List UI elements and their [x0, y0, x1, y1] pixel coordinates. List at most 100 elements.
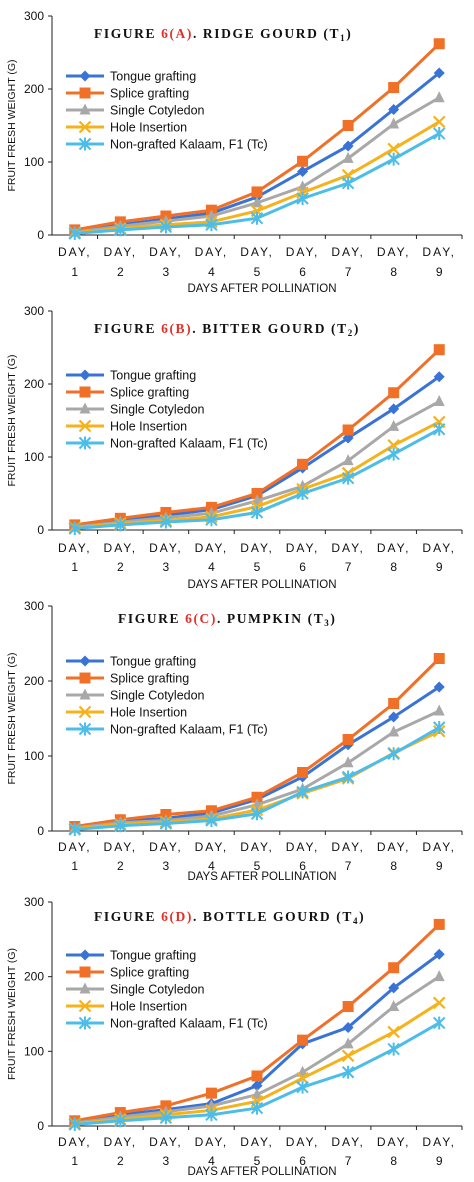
- y-axis-label: FRUIT FRESH WEIGHT (G): [6, 652, 18, 784]
- data-point: [387, 447, 400, 461]
- data-point: [342, 734, 354, 745]
- data-point: [341, 471, 355, 485]
- data-point: [68, 1118, 81, 1132]
- legend-entry-label: Splice grafting: [110, 386, 189, 400]
- x-tick-label-number: 1: [71, 1154, 78, 1168]
- legend-entry-label: Hole Insertion: [110, 706, 187, 720]
- data-point: [251, 1088, 263, 1100]
- legend-entry-label: Splice grafting: [110, 87, 189, 101]
- y-tick-label: 300: [24, 895, 44, 909]
- data-point: [68, 522, 81, 536]
- x-tick-label-number: 3: [163, 1154, 170, 1168]
- x-tick-label-number: 8: [390, 560, 397, 574]
- x-tick-label-day: DAY,: [422, 1135, 456, 1149]
- data-point: [159, 1111, 173, 1125]
- data-point: [159, 515, 173, 529]
- data-point: [296, 487, 309, 500]
- y-tick-label: 0: [37, 824, 44, 838]
- x-tick-label-day: DAY,: [104, 541, 138, 555]
- x-tick-label-number: 5: [254, 560, 261, 574]
- data-point: [387, 142, 400, 156]
- legend-swatch-marker: [78, 722, 92, 736]
- x-tick-label-number: 3: [163, 265, 170, 279]
- data-point: [433, 127, 446, 141]
- data-point: [250, 505, 264, 519]
- data-point: [250, 807, 264, 821]
- y-axis-label: FRUIT FRESH WEIGHT (G): [6, 59, 18, 191]
- data-point: [297, 458, 309, 470]
- x-tick-label-number: 9: [436, 1154, 443, 1168]
- x-tick-label-number: 7: [345, 1154, 352, 1168]
- data-point: [114, 223, 127, 237]
- y-tick-label: 200: [24, 674, 44, 688]
- chart-title: FIGURE 6(C). PUMPKIN (T3): [118, 611, 337, 628]
- x-tick-label-day: DAY,: [240, 541, 274, 555]
- data-point: [433, 422, 446, 436]
- x-axis-label: DAYS AFTER POLLINATION: [187, 283, 336, 295]
- x-tick-label-number: 3: [163, 859, 170, 873]
- chart-panel-3: 0 100 200 300 FRUIT FRESH WEIGHT (G) DAY, 1 DAY…: [6, 599, 463, 883]
- chart-title-prefix: FIGURE: [118, 611, 185, 626]
- legend-swatch-marker: [79, 103, 91, 115]
- data-point: [433, 970, 445, 982]
- legend-entry-label: Hole Insertion: [110, 121, 187, 135]
- chart-title-subscript: 3: [324, 618, 330, 628]
- chart-title-end: ): [354, 321, 360, 336]
- data-point: [388, 82, 400, 94]
- x-tick-label-number: 2: [117, 859, 124, 873]
- x-tick-label-number: 9: [436, 859, 443, 873]
- data-point: [114, 518, 127, 532]
- x-tick-label-number: 7: [345, 265, 352, 279]
- legend-entry-label: Non-grafted Kalaam, F1 (Tc): [110, 437, 268, 451]
- x-tick-label-number: 7: [345, 560, 352, 574]
- chart-title-prefix: FIGURE: [94, 26, 161, 41]
- legend-entry-label: Splice grafting: [110, 966, 189, 980]
- data-point: [432, 115, 446, 129]
- y-tick-label: 200: [24, 377, 44, 391]
- x-tick-label-day: DAY,: [377, 1135, 411, 1149]
- y-tick-label: 0: [37, 228, 44, 242]
- x-tick-label-day: DAY,: [240, 1135, 274, 1149]
- legend-swatch-marker: [79, 688, 91, 700]
- data-point: [342, 120, 354, 131]
- chart-title-figure-number: 6(B): [161, 321, 192, 336]
- data-point: [341, 176, 355, 190]
- data-point: [388, 1000, 400, 1012]
- data-point: [342, 424, 354, 436]
- chart-panel-4: 0 100 200 300 FRUIT FRESH WEIGHT (G) DAY, 1 DAY…: [6, 895, 463, 1178]
- data-point: [387, 1042, 400, 1056]
- x-axis-label: DAYS AFTER POLLINATION: [187, 579, 336, 591]
- data-point: [433, 721, 446, 734]
- x-tick-label-day: DAY,: [331, 541, 365, 555]
- x-tick-label-day: DAY,: [331, 245, 365, 259]
- x-tick-label-day: DAY,: [331, 1135, 365, 1149]
- legend-swatch-marker: [79, 70, 91, 82]
- x-tick-label-number: 4: [208, 560, 215, 574]
- legend-swatch-marker: [78, 436, 92, 450]
- data-point: [251, 1080, 263, 1092]
- chart-title: FIGURE 6(B). BITTER GOURD (T2): [94, 321, 360, 338]
- data-point: [159, 817, 173, 830]
- legend-entry-label: Hole Insertion: [110, 420, 187, 434]
- x-axis-label: DAYS AFTER POLLINATION: [187, 1166, 336, 1178]
- chart-title-figure-number: 6(A): [161, 26, 193, 41]
- data-point: [342, 140, 354, 152]
- data-point: [251, 196, 263, 208]
- data-point: [341, 1065, 355, 1079]
- x-tick-label-number: 7: [345, 859, 352, 873]
- data-point: [251, 1070, 263, 1082]
- legend: Tongue grafting Splice grafting Single Cot…: [66, 70, 268, 152]
- data-point: [433, 344, 445, 356]
- legend-swatch-marker: [79, 966, 91, 978]
- chart-title-name: . BITTER GOURD (T: [192, 321, 347, 336]
- y-tick-label: 300: [24, 304, 44, 318]
- legend-entry-label: Tongue grafting: [110, 369, 196, 383]
- chart-title-prefix: FIGURE: [94, 321, 161, 336]
- x-tick-label-number: 6: [299, 859, 306, 873]
- legend-entry-label: Non-grafted Kalaam, F1 (Tc): [110, 723, 268, 737]
- x-tick-label-number: 6: [299, 1154, 306, 1168]
- chart-title-end: ): [346, 26, 352, 41]
- x-tick-label-day: DAY,: [195, 1135, 229, 1149]
- chart-title-name: . PUMPKIN (T: [217, 611, 324, 626]
